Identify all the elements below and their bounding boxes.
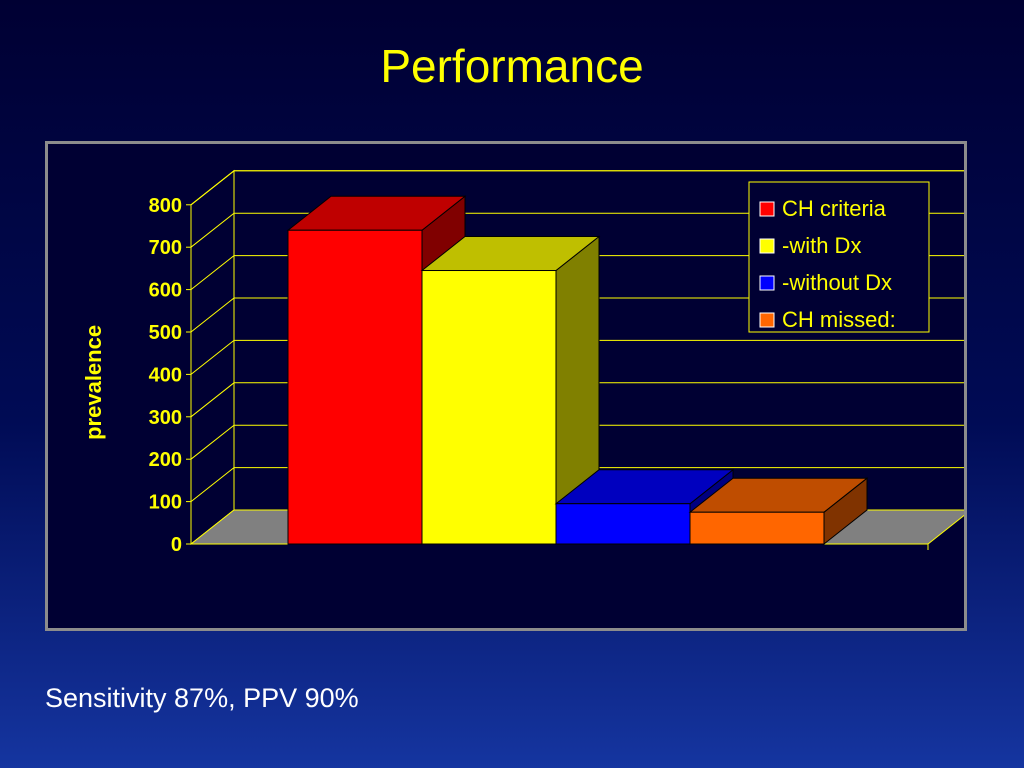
y-axis: 0 100 200 300 400 500 600 700 800 prevalence [81, 195, 192, 556]
gridline [190, 424, 964, 460]
gridline [190, 297, 964, 333]
y-tick-label: 600 [149, 280, 182, 302]
gridline [190, 255, 964, 290]
legend-swatch [759, 312, 775, 328]
bar-4 [688, 477, 869, 546]
slide-title: Performance [380, 40, 644, 92]
chart-frame: 0 100 200 300 400 500 600 700 800 prevalence CH c… [45, 141, 967, 631]
gridline [190, 212, 964, 248]
y-tick-label: 800 [149, 195, 182, 217]
bar-2 [420, 235, 601, 546]
bar-front [421, 270, 557, 545]
legend-swatch [759, 238, 775, 254]
y-tick-label: 700 [149, 237, 182, 259]
legend-label: -without Dx [782, 270, 892, 295]
gridline [190, 339, 964, 375]
footer-text: Sensitivity 87%, PPV 90% [45, 683, 359, 713]
gridline [190, 382, 964, 418]
gridline [190, 467, 964, 502]
legend-label: CH criteria [782, 196, 887, 221]
bar-front [555, 503, 691, 545]
legend-swatch [759, 201, 775, 217]
y-tick-label: 300 [149, 407, 182, 429]
legend-label: CH missed: [782, 307, 896, 332]
y-axis-title: prevalence [81, 325, 106, 440]
legend-swatch [759, 275, 775, 291]
gridlines [190, 170, 964, 502]
legend: CH criteria -with Dx -without Dx CH missed: [748, 181, 930, 333]
gridline [190, 170, 964, 206]
legend-label: -with Dx [782, 233, 861, 258]
bars [286, 195, 869, 546]
y-tick-label: 0 [171, 534, 182, 556]
y-tick-label: 500 [149, 322, 182, 344]
bar-chart: 0 100 200 300 400 500 600 700 800 prevalence CH c… [81, 169, 964, 556]
legend-box [748, 181, 930, 333]
bar-front [287, 229, 423, 545]
y-tick-label: 100 [149, 492, 182, 514]
bar-front [689, 511, 825, 545]
y-tick-label: 400 [149, 364, 182, 386]
y-tick-label: 200 [149, 449, 182, 471]
